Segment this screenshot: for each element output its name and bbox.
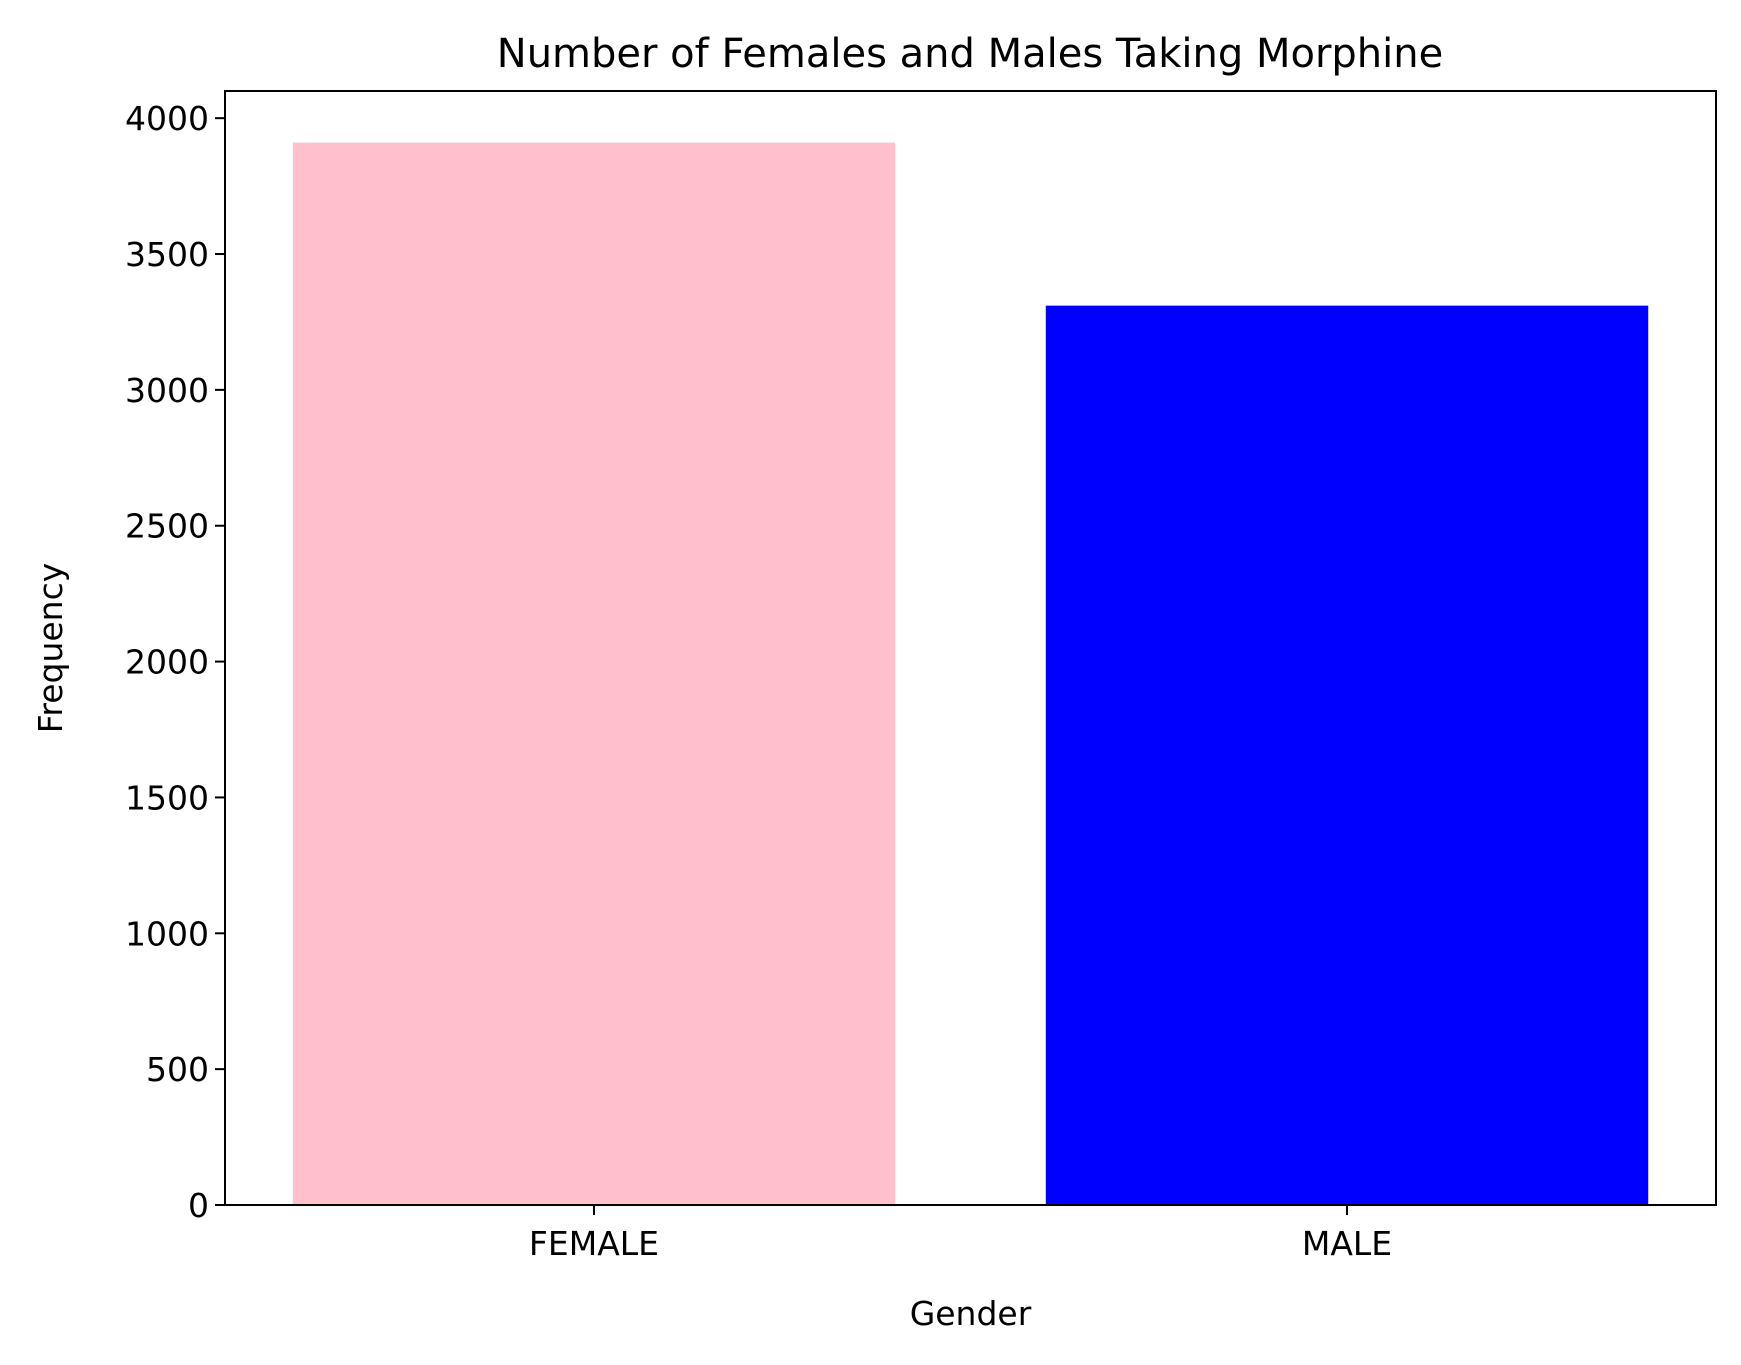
y-axis-label: Frequency xyxy=(31,563,70,733)
x-tick-label: MALE xyxy=(1302,1224,1392,1263)
x-axis-label: Gender xyxy=(910,1294,1032,1333)
y-tick-label: 3500 xyxy=(125,235,209,274)
x-tick-label: FEMALE xyxy=(529,1224,659,1263)
y-tick-label: 500 xyxy=(146,1050,209,1089)
y-axis: 0 500 1000 1500 2000 2500 3000 3500 4000 xyxy=(125,99,225,1225)
bar-male xyxy=(1045,305,1649,1205)
y-tick-label: 2500 xyxy=(125,507,209,546)
y-tick-label: 1500 xyxy=(125,778,209,817)
y-tick-label: 0 xyxy=(188,1186,209,1225)
bars-layer xyxy=(292,142,1649,1205)
chart-title: Number of Females and Males Taking Morph… xyxy=(497,31,1443,77)
x-axis: FEMALE MALE xyxy=(529,1205,1392,1263)
y-tick-label: 1000 xyxy=(125,914,209,953)
plot-frame xyxy=(224,90,1717,1206)
y-tick-label: 4000 xyxy=(125,99,209,138)
y-tick-label: 3000 xyxy=(125,371,209,410)
bar-female xyxy=(292,142,896,1205)
y-tick-label: 2000 xyxy=(125,643,209,682)
